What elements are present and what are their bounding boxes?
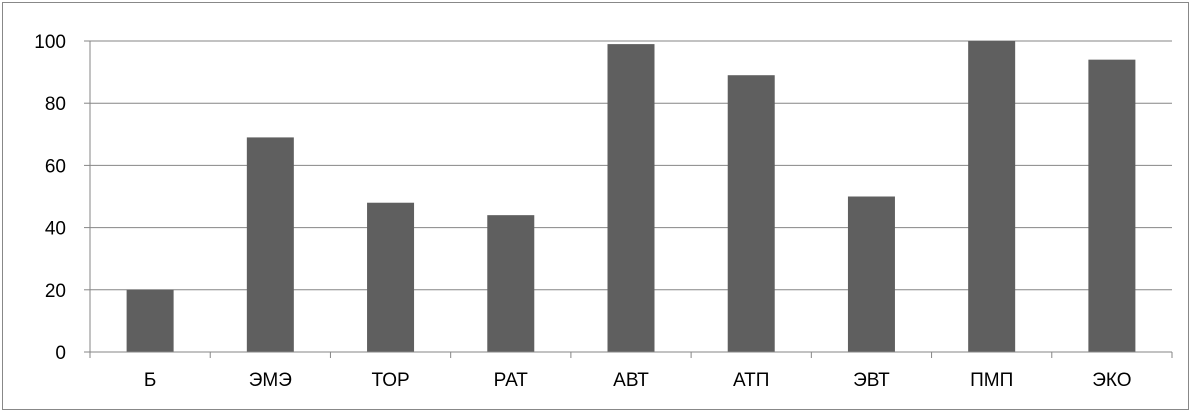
bar [848,197,895,353]
bars [127,41,1136,352]
y-tick-label: 60 [45,156,66,177]
x-tick-label: РАТ [494,370,529,391]
x-tick-label: ПМП [970,370,1013,391]
x-tick-labels: Б ЭМЭ ТОР РАТ АВТ АТП ЭВТ ПМП ЭКО [144,370,1132,391]
bar [487,215,534,352]
y-tick-label: 0 [55,343,66,364]
y-tick-label: 20 [45,281,66,302]
bar [367,203,414,352]
x-tick-label: ЭМЭ [249,370,292,391]
x-tick-label: ЭВТ [853,370,890,391]
x-tick-label: ТОР [371,370,409,391]
x-tick-label: АТП [733,370,769,391]
y-tick-label: 80 [45,94,66,115]
bar [127,290,174,352]
x-tick-label: Б [144,370,156,391]
bar [1088,60,1135,352]
x-tick-label: ЭКО [1092,370,1131,391]
bar [968,41,1015,352]
y-tick-label: 40 [45,219,66,240]
bar [247,137,294,352]
x-tick-label: АВТ [613,370,649,391]
y-tick-labels: 0 20 40 60 80 100 [34,32,66,364]
bar [728,75,775,352]
bar [608,44,655,352]
y-tick-label: 100 [34,32,66,53]
